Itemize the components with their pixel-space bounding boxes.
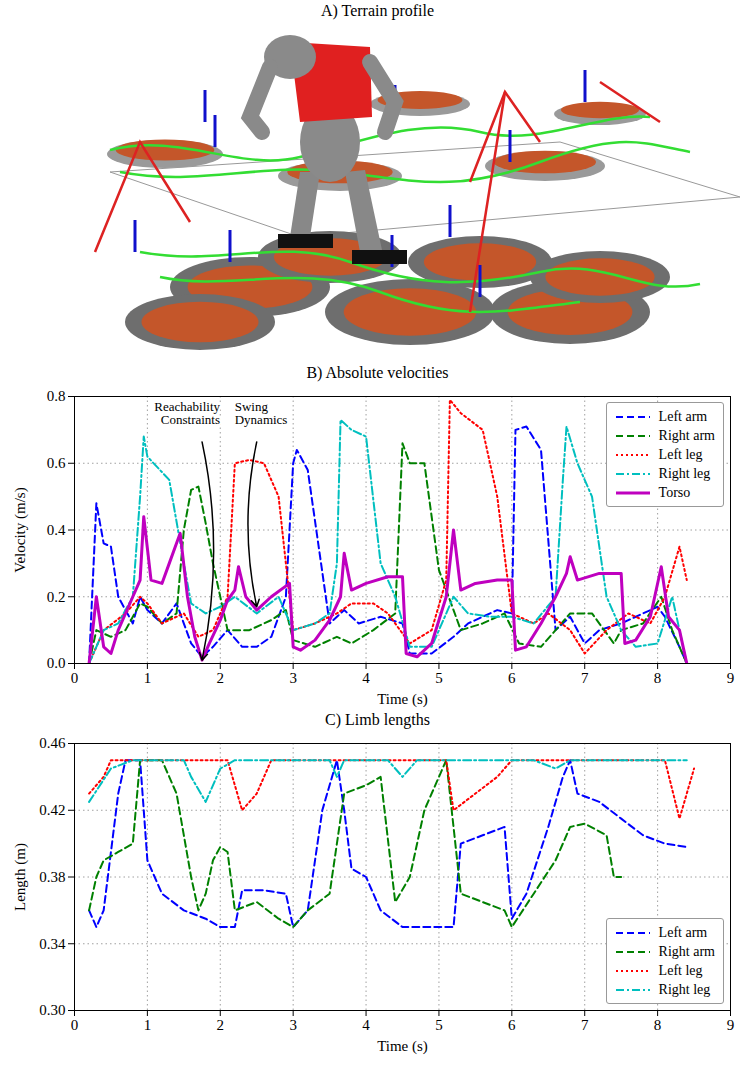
svg-text:0.38: 0.38	[39, 869, 65, 885]
svg-text:9: 9	[727, 670, 735, 686]
svg-text:SwingDynamics: SwingDynamics	[235, 399, 288, 427]
svg-text:6: 6	[508, 670, 516, 686]
svg-text:0: 0	[71, 1017, 79, 1033]
svg-text:0.8: 0.8	[47, 388, 66, 404]
svg-text:7: 7	[581, 670, 589, 686]
html-text:C) Limb lengths: C) Limb lengths	[325, 711, 430, 728]
svg-text:ReachabilityConstraints: ReachabilityConstraints	[154, 399, 220, 427]
html-text:Right arm: Right arm	[658, 944, 715, 959]
svg-text:Velocity (m/s): Velocity (m/s)	[12, 487, 29, 572]
svg-text:3: 3	[289, 670, 297, 686]
svg-text:5: 5	[435, 670, 443, 686]
svg-text:7: 7	[581, 1017, 589, 1033]
svg-text:3: 3	[289, 1017, 297, 1033]
svg-text:0.34: 0.34	[39, 936, 66, 952]
html-text:Right leg: Right leg	[658, 982, 711, 997]
svg-text:2: 2	[217, 670, 225, 686]
svg-text:0.42: 0.42	[39, 802, 65, 818]
html-text:Left leg: Left leg	[658, 447, 703, 462]
html-text:Right leg: Right leg	[658, 466, 711, 481]
svg-text:1: 1	[144, 1017, 152, 1033]
html-text:B) Absolute velocities: B) Absolute velocities	[306, 364, 449, 381]
svg-text:0.30: 0.30	[39, 1002, 65, 1018]
svg-text:8: 8	[654, 670, 662, 686]
html-text:Right arm: Right arm	[658, 428, 715, 443]
svg-text:6: 6	[508, 1017, 516, 1033]
html-text:Left leg: Left leg	[658, 963, 703, 978]
svg-text:0.2: 0.2	[47, 589, 66, 605]
html-text:Left arm: Left arm	[658, 409, 708, 424]
svg-text:8: 8	[654, 1017, 662, 1033]
svg-text:0.46: 0.46	[39, 735, 66, 751]
svg-text:Time (s): Time (s)	[377, 1038, 428, 1055]
svg-text:1: 1	[144, 670, 152, 686]
svg-text:5: 5	[435, 1017, 443, 1033]
svg-text:0.0: 0.0	[47, 655, 66, 671]
svg-text:9: 9	[727, 1017, 735, 1033]
svg-text:0: 0	[71, 670, 79, 686]
svg-text:Length (m): Length (m)	[12, 843, 29, 911]
html-text:Torso: Torso	[658, 485, 691, 500]
html-text:A) Terrain profile: A) Terrain profile	[320, 2, 435, 19]
svg-text:4: 4	[362, 670, 370, 686]
svg-text:Time (s): Time (s)	[377, 691, 428, 708]
html-text:Left arm: Left arm	[658, 925, 708, 940]
svg-text:4: 4	[362, 1017, 370, 1033]
svg-text:2: 2	[217, 1017, 225, 1033]
svg-text:0.4: 0.4	[47, 522, 66, 538]
svg-text:0.6: 0.6	[47, 455, 66, 471]
